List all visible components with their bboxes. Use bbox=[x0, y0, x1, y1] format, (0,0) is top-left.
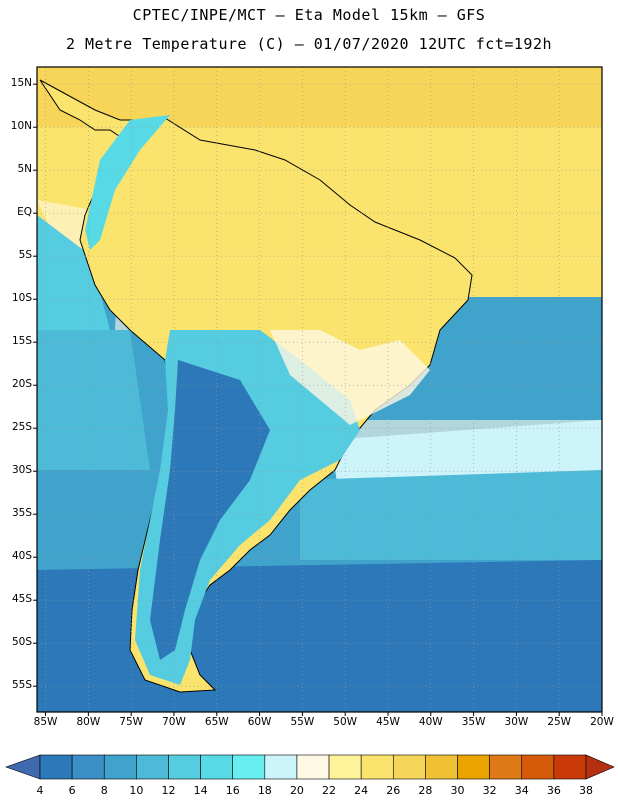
axis-ticks bbox=[33, 83, 603, 716]
lat-label: 45S bbox=[11, 593, 32, 606]
colorbar-label: 12 bbox=[161, 784, 176, 797]
colorbar-low-arrow bbox=[5, 754, 41, 780]
lat-label: 50S bbox=[11, 636, 32, 649]
colorbar-label: 38 bbox=[579, 784, 593, 797]
colorbar-label: 4 bbox=[36, 784, 44, 797]
lon-label: 45W bbox=[376, 716, 400, 728]
colorbar-label: 36 bbox=[546, 784, 561, 797]
lat-label: 5N bbox=[17, 163, 32, 176]
pacific-mid-water bbox=[37, 330, 150, 470]
lon-label: 25W bbox=[547, 716, 572, 728]
colorbar-high-arrow bbox=[585, 754, 615, 780]
map-area bbox=[37, 67, 602, 712]
colorbar-swatch bbox=[136, 754, 169, 780]
colorbar-swatch bbox=[360, 754, 394, 780]
pacific-tropical-water bbox=[37, 215, 110, 330]
lon-label: 40W bbox=[418, 716, 443, 728]
colorbar-label: 16 bbox=[225, 784, 240, 797]
colorbar-swatch bbox=[39, 754, 73, 780]
lon-label: 75W bbox=[119, 716, 144, 728]
colorbar-swatch bbox=[392, 754, 426, 780]
colorbar-label: 8 bbox=[100, 784, 108, 797]
colorbar-label: 28 bbox=[418, 784, 433, 797]
lat-label: 15N bbox=[10, 77, 32, 90]
colorbar-swatch bbox=[200, 754, 234, 780]
colorbar-swatch bbox=[425, 754, 458, 780]
central-brazil-mild-region bbox=[270, 330, 430, 425]
lat-label: 5S bbox=[18, 249, 32, 262]
andes-cold-region bbox=[150, 360, 270, 660]
lon-label: 85W bbox=[33, 716, 58, 728]
colorbar-swatch bbox=[264, 754, 298, 780]
lon-label: 30W bbox=[504, 716, 529, 728]
colorbar-swatch bbox=[71, 754, 105, 780]
colorbar-label: 22 bbox=[322, 784, 337, 797]
southern-ocean bbox=[37, 560, 602, 712]
chart-title-line2: 2 Metre Temperature (C) – 01/07/2020 12U… bbox=[65, 35, 553, 53]
colorbar-swatch bbox=[103, 754, 137, 780]
lat-label: 15S bbox=[11, 335, 32, 348]
lat-label: EQ bbox=[17, 206, 32, 219]
lon-label: 20W bbox=[590, 716, 614, 728]
colorbar-label: 32 bbox=[482, 784, 497, 797]
colorbar-swatch bbox=[232, 754, 266, 780]
colorbar-swatch bbox=[328, 754, 362, 780]
colorbar-label: 30 bbox=[450, 784, 465, 797]
chart-title-line1: CPTEC/INPE/MCT – Eta Model 15km – GFS bbox=[132, 6, 486, 24]
colorbar-swatch bbox=[168, 754, 201, 780]
colorbar-label: 6 bbox=[68, 784, 76, 797]
north-warm-band bbox=[37, 67, 602, 127]
lat-label: 30S bbox=[11, 464, 32, 477]
lon-label: 65W bbox=[204, 716, 229, 728]
colorbar-label: 18 bbox=[257, 784, 272, 797]
lon-label: 35W bbox=[461, 716, 486, 728]
colorbar-swatch bbox=[489, 754, 523, 780]
colorbar-label: 26 bbox=[386, 784, 401, 797]
lat-label: 25S bbox=[11, 421, 32, 434]
colorbar-swatch bbox=[553, 754, 587, 780]
colorbar-label: 24 bbox=[354, 784, 369, 797]
colorbar-swatch bbox=[521, 754, 555, 780]
lat-label: 40S bbox=[11, 550, 32, 563]
colorbar-label: 10 bbox=[129, 784, 144, 797]
colorbar bbox=[5, 754, 615, 780]
lon-label: 55W bbox=[290, 716, 315, 728]
lon-label: 70W bbox=[162, 716, 186, 728]
lat-label: 35S bbox=[11, 507, 32, 520]
colorbar-label: 20 bbox=[289, 784, 304, 797]
colorbar-label: 34 bbox=[514, 784, 529, 797]
lon-label: 80W bbox=[76, 716, 101, 728]
lat-label: 10S bbox=[11, 292, 32, 305]
atlantic-mid-water bbox=[300, 470, 602, 560]
lon-label: 50W bbox=[333, 716, 358, 728]
map-frame bbox=[36, 66, 603, 713]
lat-label: 10N bbox=[10, 120, 32, 133]
lat-label: 55S bbox=[11, 679, 32, 692]
lon-label: 60W bbox=[247, 716, 272, 728]
colorbar-label: 14 bbox=[193, 784, 208, 797]
colorbar-swatch bbox=[296, 754, 330, 780]
northern-andes-region bbox=[85, 115, 170, 250]
lat-label: 20S bbox=[11, 378, 32, 391]
colorbar-swatch bbox=[457, 754, 490, 780]
